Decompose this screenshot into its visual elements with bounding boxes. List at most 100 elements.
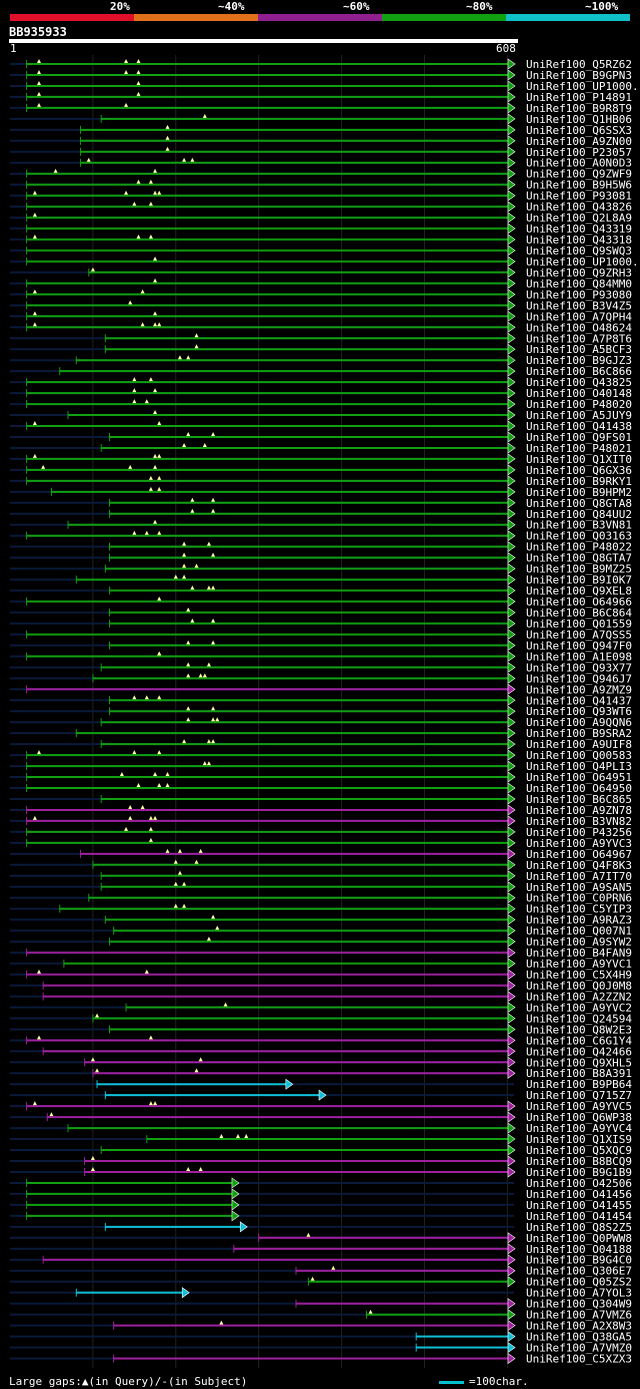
hit-label[interactable]: UniRef100_O42506 — [526, 1177, 632, 1190]
hit-label[interactable]: UniRef100_A5BCF3 — [526, 343, 632, 356]
hit-row[interactable]: UniRef100_Q715Z7 — [10, 1089, 632, 1102]
hit-label[interactable]: UniRef100_A9YVC3 — [526, 837, 632, 850]
hit-label[interactable]: UniRef100_B6C866 — [526, 365, 632, 378]
hit-row[interactable]: UniRef100_P23057 — [10, 146, 632, 159]
hit-label[interactable]: UniRef100_Q8GTA8 — [526, 497, 632, 510]
hit-row[interactable]: UniRef100_O41454 — [10, 1210, 632, 1223]
hit-label[interactable]: UniRef100_UP1000.. — [526, 255, 640, 268]
hit-row[interactable]: UniRef100_C6G1Y4 — [10, 1034, 632, 1047]
hit-label[interactable]: UniRef100_A7VMZ6 — [526, 1309, 632, 1322]
hit-row[interactable]: UniRef100_A9YVC3 — [10, 837, 632, 850]
hit-label[interactable]: UniRef100_Q9ZWF9 — [526, 168, 632, 181]
hit-label[interactable]: UniRef100_B9G1B9 — [526, 1166, 632, 1179]
hit-label[interactable]: UniRef100_Q5XQC9 — [526, 1144, 632, 1157]
hit-row[interactable]: UniRef100_A5JUY9 — [10, 409, 632, 422]
hit-label[interactable]: UniRef100_Q03163 — [526, 530, 632, 543]
hit-row[interactable]: UniRef100_Q43825 — [10, 376, 632, 389]
hit-row[interactable]: UniRef100_Q6WP38 — [10, 1111, 632, 1124]
hit-label[interactable]: UniRef100_P93080 — [526, 288, 632, 301]
hit-row[interactable]: UniRef100_B3V4Z5 — [10, 299, 632, 312]
hit-row[interactable]: UniRef100_B9GPN3 — [10, 69, 632, 82]
hit-row[interactable]: UniRef100_B9RKY1 — [10, 475, 632, 488]
hit-row[interactable]: UniRef100_B9SRA2 — [10, 727, 632, 740]
hit-row[interactable]: UniRef100_C5X4H9 — [10, 969, 632, 982]
hit-label[interactable]: UniRef100_Q9XEL8 — [526, 585, 632, 598]
hit-label[interactable]: UniRef100_Q9XHL5 — [526, 1056, 632, 1069]
hit-row[interactable]: UniRef100_A9YVC2 — [10, 1001, 632, 1014]
hit-label[interactable]: UniRef100_A9YVC1 — [526, 958, 632, 971]
hit-row[interactable]: UniRef100_C0PRN6 — [10, 892, 632, 905]
hit-label[interactable]: UniRef100_B9HPM2 — [526, 486, 632, 499]
hit-row[interactable]: UniRef100_Q00583 — [10, 749, 632, 762]
hit-row[interactable]: UniRef100_P14891 — [10, 91, 632, 104]
hit-row[interactable]: UniRef100_P48020 — [10, 398, 632, 411]
hit-label[interactable]: UniRef100_Q947F0 — [526, 639, 632, 652]
hit-label[interactable]: UniRef100_A9ZMZ9 — [526, 683, 632, 696]
hit-row[interactable]: UniRef100_B9HPM2 — [10, 486, 632, 499]
hit-row[interactable]: UniRef100_Q8GTA7 — [10, 552, 632, 565]
hit-label[interactable]: UniRef100_Q8W2E3 — [526, 1023, 632, 1036]
hit-row[interactable]: UniRef100_Q01559 — [10, 617, 632, 630]
hit-row[interactable]: UniRef100_C5YIP3 — [10, 903, 632, 916]
hit-label[interactable]: UniRef100_A2X8W3 — [526, 1320, 632, 1333]
hit-label[interactable]: UniRef100_A7QPH4 — [526, 310, 632, 323]
hit-label[interactable]: UniRef100_A9ZN78 — [526, 804, 632, 817]
hit-label[interactable]: UniRef100_B9GPN3 — [526, 69, 632, 82]
hit-label[interactable]: UniRef100_A9YVC5 — [526, 1100, 632, 1113]
hit-row[interactable]: UniRef100_A9UIF8 — [10, 738, 632, 751]
hit-label[interactable]: UniRef100_P43256 — [526, 826, 632, 839]
hit-label[interactable]: UniRef100_O41454 — [526, 1210, 632, 1223]
hit-label[interactable]: UniRef100_Q1XIT0 — [526, 453, 632, 466]
hit-row[interactable]: UniRef100_A9ZN78 — [10, 804, 632, 817]
hit-label[interactable]: UniRef100_B8BCQ9 — [526, 1155, 632, 1168]
hit-row[interactable]: UniRef100_Q1XIS9 — [10, 1133, 632, 1146]
hit-row[interactable]: UniRef100_B3VN82 — [10, 815, 632, 828]
hit-label[interactable]: UniRef100_P14891 — [526, 91, 632, 104]
hit-row[interactable]: UniRef100_B9R8T9 — [10, 102, 632, 115]
hit-row[interactable]: UniRef100_B9GJZ3 — [10, 354, 632, 367]
hit-label[interactable]: UniRef100_Q6WP38 — [526, 1111, 632, 1124]
hit-label[interactable]: UniRef100_Q0J0M8 — [526, 979, 632, 992]
hit-row[interactable]: UniRef100_Q946J7 — [10, 672, 632, 685]
hit-row[interactable]: UniRef100_A9ZN00 — [10, 135, 632, 148]
hit-row[interactable]: UniRef100_Q9XHL5 — [10, 1056, 632, 1069]
hit-label[interactable]: UniRef100_Q00583 — [526, 749, 632, 762]
hit-label[interactable]: UniRef100_UP1000.. — [526, 80, 640, 93]
hit-row[interactable]: UniRef100_B8BCQ9 — [10, 1155, 632, 1168]
hit-row[interactable]: UniRef100_B9G4C0 — [10, 1254, 632, 1267]
hit-label[interactable]: UniRef100_Q84UU2 — [526, 508, 632, 521]
hit-row[interactable]: UniRef100_O41455 — [10, 1199, 632, 1212]
hit-row[interactable]: UniRef100_B3VN81 — [10, 519, 632, 532]
hit-row[interactable]: UniRef100_A1E098 — [10, 650, 632, 663]
hit-label[interactable]: UniRef100_O64950 — [526, 782, 632, 795]
hit-label[interactable]: UniRef100_O41455 — [526, 1199, 632, 1212]
hit-label[interactable]: UniRef100_O48624 — [526, 321, 632, 334]
hit-label[interactable]: UniRef100_O64951 — [526, 771, 632, 784]
hit-row[interactable]: UniRef100_Q43318 — [10, 234, 632, 247]
hit-row[interactable]: UniRef100_A9YVC1 — [10, 958, 632, 971]
hit-row[interactable]: UniRef100_B4FAN9 — [10, 947, 632, 960]
hit-row[interactable]: UniRef100_Q6SSX3 — [10, 124, 632, 137]
hit-label[interactable]: UniRef100_Q43319 — [526, 223, 632, 236]
hit-row[interactable]: UniRef100_Q9XEL8 — [10, 585, 632, 598]
hit-label[interactable]: UniRef100_C0PRN6 — [526, 892, 632, 905]
hit-label[interactable]: UniRef100_Q6GX36 — [526, 464, 632, 477]
hit-label[interactable]: UniRef100_C6G1Y4 — [526, 1034, 632, 1047]
hit-row[interactable]: UniRef100_B9PB64 — [10, 1078, 632, 1091]
hit-row[interactable]: UniRef100_A9SAN5 — [10, 881, 632, 894]
hit-label[interactable]: UniRef100_A9RAZ3 — [526, 914, 632, 927]
hit-label[interactable]: UniRef100_Q42466 — [526, 1045, 632, 1058]
hit-label[interactable]: UniRef100_B9G4C0 — [526, 1254, 632, 1267]
hit-label[interactable]: UniRef100_P48020 — [526, 398, 632, 411]
hit-label[interactable]: UniRef100_O64967 — [526, 848, 632, 861]
hit-label[interactable]: UniRef100_O04188 — [526, 1243, 632, 1256]
hit-label[interactable]: UniRef100_Q9FS01 — [526, 431, 632, 444]
hit-label[interactable]: UniRef100_P48021 — [526, 442, 632, 455]
hit-row[interactable]: UniRef100_A7QSS5 — [10, 628, 632, 641]
hit-label[interactable]: UniRef100_C5XZX3 — [526, 1352, 632, 1365]
hit-row[interactable]: UniRef100_O04188 — [10, 1243, 632, 1256]
hit-row[interactable]: UniRef100_Q41437 — [10, 694, 632, 707]
hit-row[interactable]: UniRef100_Q304W9 — [10, 1298, 632, 1311]
hit-row[interactable]: UniRef100_P93081 — [10, 190, 632, 203]
hit-row[interactable]: UniRef100_A9YVC4 — [10, 1122, 632, 1135]
